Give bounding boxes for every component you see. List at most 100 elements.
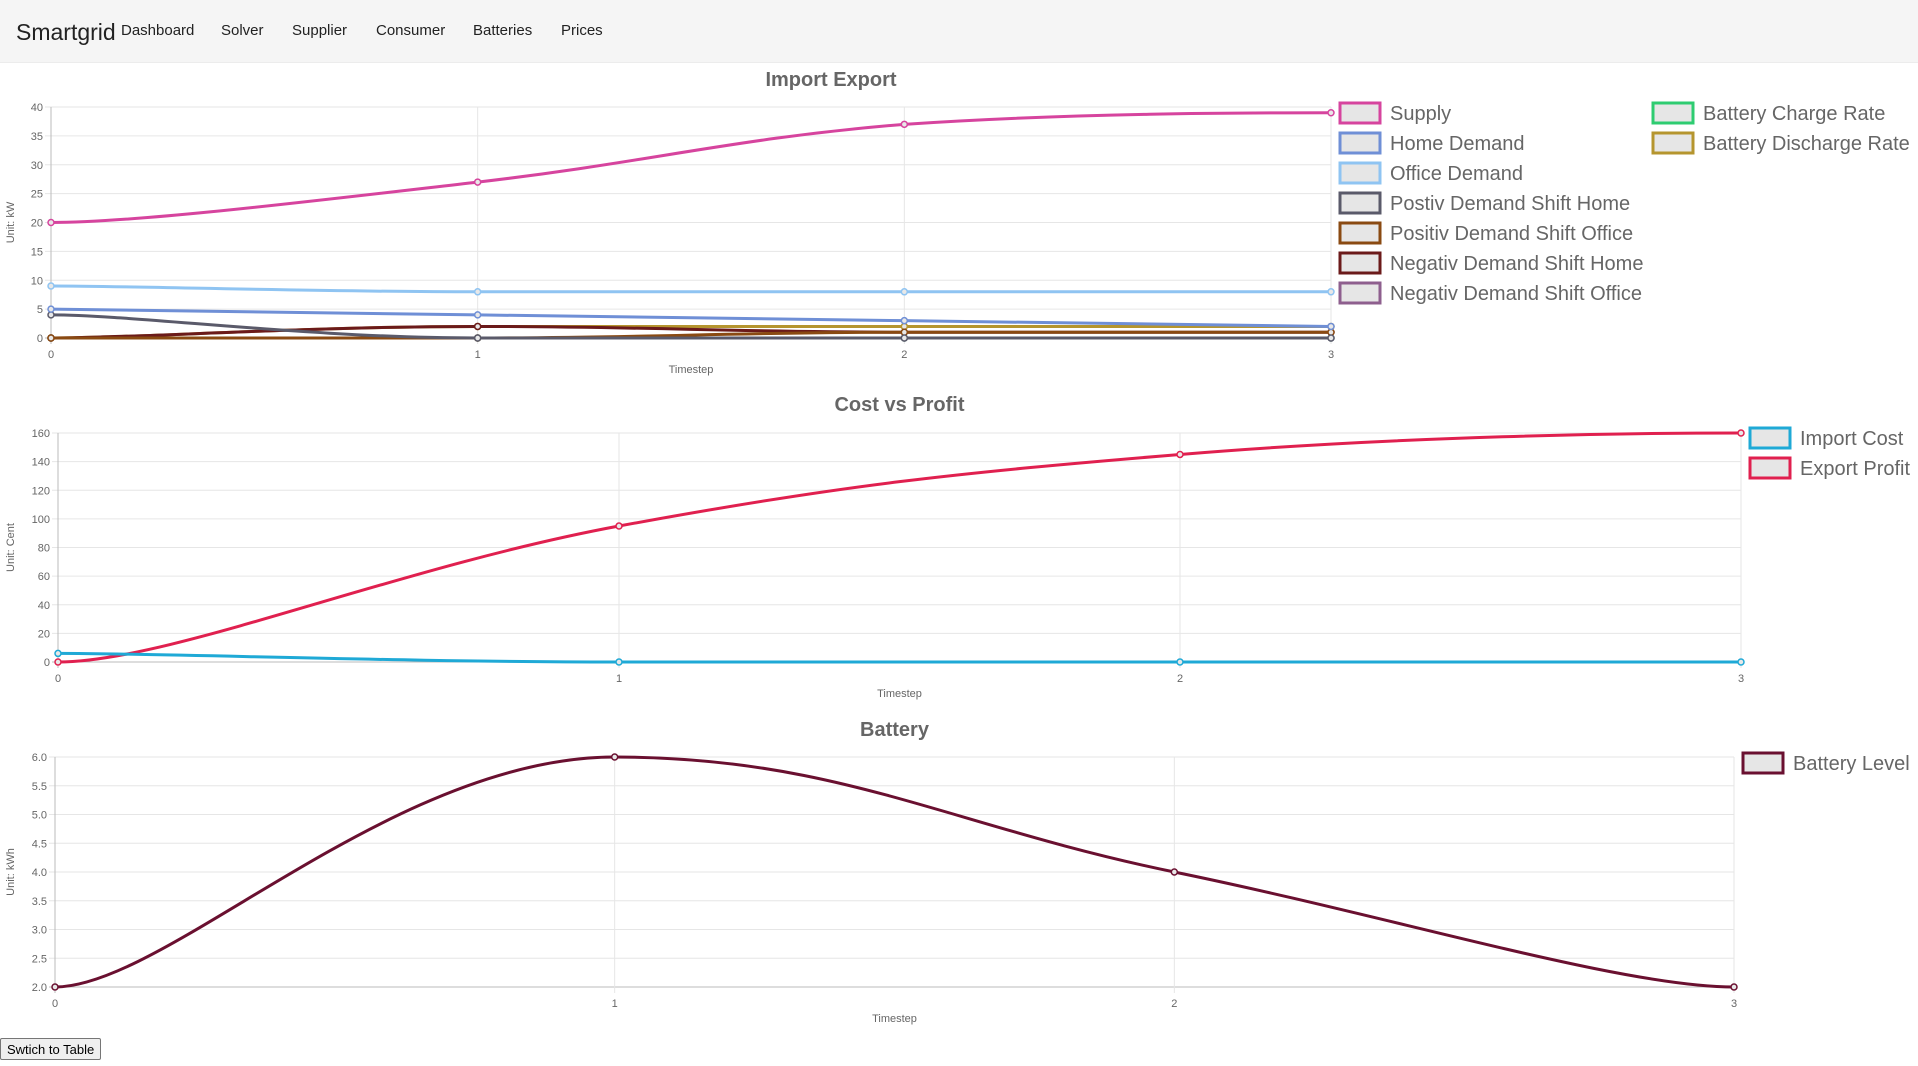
data-point[interactable] <box>1737 658 1745 666</box>
nav-consumer[interactable]: Consumer <box>376 22 446 39</box>
x-tick-label: 2 <box>901 349 907 361</box>
data-point[interactable] <box>1327 288 1335 296</box>
x-axis-label: Timestep <box>669 364 714 376</box>
x-axis-label: Timestep <box>872 1013 917 1025</box>
data-point[interactable] <box>51 983 59 991</box>
data-point[interactable] <box>1176 658 1184 666</box>
legend-swatch[interactable] <box>1338 161 1382 185</box>
legend-label[interactable]: Battery Level <box>1793 753 1910 775</box>
y-tick-label: 5.0 <box>32 810 47 822</box>
y-tick-label: 6.0 <box>32 752 47 764</box>
data-point[interactable] <box>1737 429 1745 437</box>
data-point[interactable] <box>47 305 55 313</box>
legend-swatch[interactable] <box>1651 131 1695 155</box>
switch-to-table-button[interactable]: Swtich to Table <box>0 1038 102 1060</box>
data-point[interactable] <box>615 522 623 530</box>
cost-profit-chart: Cost vs Profit 0 20 40 60 80 100 120 140 160 0 1 2 3 T… <box>0 391 1918 716</box>
data-point[interactable] <box>1327 109 1335 117</box>
data-point[interactable] <box>473 288 482 296</box>
y-tick-label: 20 <box>31 218 43 230</box>
y-tick-label: 3.0 <box>32 925 47 937</box>
nav-supplier[interactable]: Supplier <box>292 22 348 39</box>
y-axis-label: Unit: kW <box>5 201 17 243</box>
legend-label[interactable]: Negativ Demand Shift Home <box>1390 253 1643 275</box>
legend-swatch[interactable] <box>1338 101 1382 125</box>
legend-swatch[interactable] <box>1338 221 1382 245</box>
chart-title: Import Export <box>765 69 896 91</box>
legend-label[interactable]: Home Demand <box>1390 133 1525 155</box>
y-tick-label: 80 <box>38 543 50 555</box>
x-tick-label: 1 <box>616 673 622 685</box>
import-export-chart: Import Export 0 5 10 15 20 25 30 35 40 0 1 2 3 Timeste… <box>0 66 1918 391</box>
data-point[interactable] <box>47 334 55 342</box>
nav-prices[interactable]: Prices <box>561 22 603 39</box>
data-point[interactable] <box>47 218 55 227</box>
chart-title: Battery <box>860 719 930 741</box>
nav-dashboard[interactable]: Dashboard <box>121 22 195 39</box>
legend-swatch[interactable] <box>1741 751 1785 775</box>
brand-logo[interactable]: Smartgrid <box>16 19 116 45</box>
data-point[interactable] <box>1327 322 1335 331</box>
data-point[interactable] <box>1170 868 1179 876</box>
legend-swatch[interactable] <box>1338 251 1382 275</box>
series-line <box>57 651 1741 664</box>
legend-swatch[interactable] <box>1338 281 1382 305</box>
x-tick-label: 3 <box>1328 349 1334 361</box>
chart-title: Cost vs Profit <box>834 394 964 416</box>
x-tick-label: 2 <box>1177 673 1183 685</box>
data-point[interactable] <box>610 753 619 761</box>
y-tick-label: 20 <box>38 628 50 640</box>
legend-swatch[interactable] <box>1651 101 1695 125</box>
data-point[interactable] <box>54 649 62 658</box>
data-point[interactable] <box>1327 334 1335 342</box>
legend-swatch[interactable] <box>1748 456 1792 480</box>
y-tick-label: 2.0 <box>32 982 47 994</box>
data-point[interactable] <box>900 120 909 129</box>
y-tick-label: 4.5 <box>32 838 47 850</box>
y-tick-label: 140 <box>32 457 50 469</box>
legend-swatch[interactable] <box>1338 191 1382 215</box>
nav-solver[interactable]: Solver <box>221 22 264 39</box>
data-point[interactable] <box>900 316 909 325</box>
y-axis-label: Unit: kWh <box>5 848 17 896</box>
data-point[interactable] <box>900 334 909 342</box>
data-point[interactable] <box>47 282 55 290</box>
data-point[interactable] <box>473 334 482 342</box>
data-point[interactable] <box>473 311 482 319</box>
data-point[interactable] <box>473 178 482 186</box>
y-tick-label: 5 <box>37 304 43 316</box>
x-tick-label: 2 <box>1171 998 1177 1010</box>
legend-label[interactable]: Battery Charge Rate <box>1703 103 1885 125</box>
x-tick-label: 0 <box>48 349 54 361</box>
y-tick-label: 4.0 <box>32 867 47 879</box>
legend-label[interactable]: Positiv Demand Shift Office <box>1390 223 1633 245</box>
y-tick-label: 10 <box>31 275 43 287</box>
y-tick-label: 0 <box>44 657 50 669</box>
chart-canvas: Battery 2.0 2.5 3.0 3.5 4.0 4.5 5.0 5.5 6.0 0 1 2 3 Ti… <box>5 719 1910 1025</box>
data-point[interactable] <box>54 658 62 666</box>
data-point[interactable] <box>1730 983 1738 991</box>
y-axis-label: Unit: Cent <box>5 523 17 572</box>
data-point[interactable] <box>615 658 623 666</box>
data-point[interactable] <box>1176 450 1184 459</box>
legend-label[interactable]: Office Demand <box>1390 163 1523 185</box>
x-tick-label: 0 <box>55 673 61 685</box>
legend-swatch[interactable] <box>1338 131 1382 155</box>
x-tick-label: 0 <box>52 998 58 1010</box>
legend-swatch[interactable] <box>1748 426 1792 450</box>
legend-label[interactable]: Supply <box>1390 103 1451 125</box>
data-point[interactable] <box>900 288 909 296</box>
legend-label[interactable]: Export Profit <box>1800 458 1910 480</box>
series-line <box>50 313 1331 340</box>
y-tick-label: 30 <box>31 160 43 172</box>
nav-batteries[interactable]: Batteries <box>473 22 533 39</box>
y-tick-label: 120 <box>32 485 50 497</box>
legend-label[interactable]: Battery Discharge Rate <box>1703 133 1910 155</box>
y-tick-label: 60 <box>38 571 50 583</box>
legend-label[interactable]: Postiv Demand Shift Home <box>1390 193 1630 215</box>
data-point[interactable] <box>473 322 482 331</box>
navbar: Smartgrid Dashboard Solver Supplier Cons… <box>0 0 1918 63</box>
legend-label[interactable]: Negativ Demand Shift Office <box>1390 283 1642 305</box>
chart-canvas: Cost vs Profit 0 20 40 60 80 100 120 140 160 0 1 2 3 T… <box>5 394 1910 700</box>
legend-label[interactable]: Import Cost <box>1800 428 1904 450</box>
